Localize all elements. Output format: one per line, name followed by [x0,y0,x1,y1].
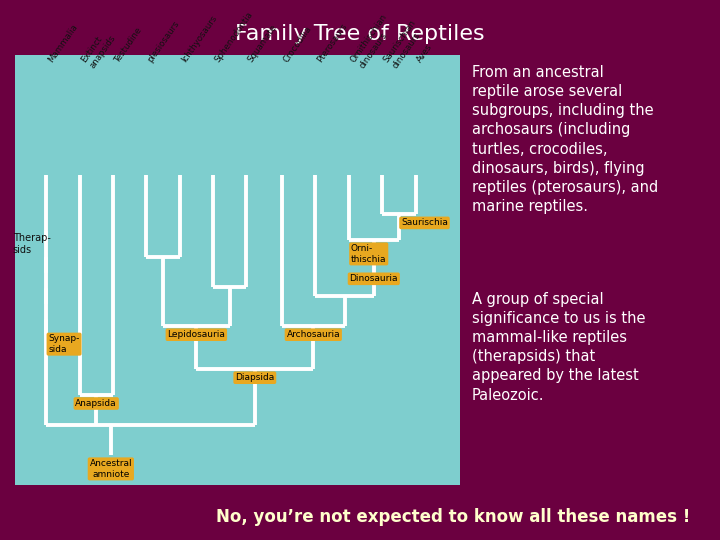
Text: Ancestral
amniote: Ancestral amniote [89,459,132,478]
Text: Ichthyosaurs: Ichthyosaurs [180,14,219,64]
Text: Saurischian
dinosaurs: Saurischian dinosaurs [382,18,427,70]
Text: Lepidosauria: Lepidosauria [168,330,225,339]
Text: Therap-
sids: Therap- sids [13,233,50,255]
Text: No, you’re not expected to know all these names !: No, you’re not expected to know all thes… [216,509,690,526]
Text: Aves: Aves [415,43,435,64]
Text: Family Tree of Reptiles: Family Tree of Reptiles [235,24,485,44]
Text: From an ancestral
reptile arose several
subgroups, including the
archosaurs (inc: From an ancestral reptile arose several … [472,65,658,214]
Text: Sphenodontia: Sphenodontia [213,10,255,64]
Text: Squamate: Squamate [246,23,279,64]
Text: Dinosauria: Dinosauria [349,274,398,284]
FancyBboxPatch shape [15,55,460,485]
Text: Diapsida: Diapsida [235,373,274,382]
Text: Anapsida: Anapsida [76,399,117,408]
Text: plesiosaurs: plesiosaurs [146,19,181,64]
Text: Pterosaurs: Pterosaurs [315,22,349,64]
Text: Orni-
thischia: Orni- thischia [351,244,387,264]
Text: A group of special
significance to us is the
mammal-like reptiles
(therapsids) t: A group of special significance to us is… [472,292,645,403]
Text: Archosauria: Archosauria [287,330,340,339]
Text: Crocodilia: Crocodilia [282,25,314,64]
Text: Mammalia: Mammalia [46,23,79,64]
Text: Testudine: Testudine [113,25,144,64]
Text: Saurischia: Saurischia [401,218,448,227]
Text: Ornithischian
dinosaurs: Ornithischian dinosaurs [348,12,397,70]
Text: Extinct
anapsids: Extinct anapsids [79,28,117,70]
Text: Synap-
sida: Synap- sida [48,334,80,354]
